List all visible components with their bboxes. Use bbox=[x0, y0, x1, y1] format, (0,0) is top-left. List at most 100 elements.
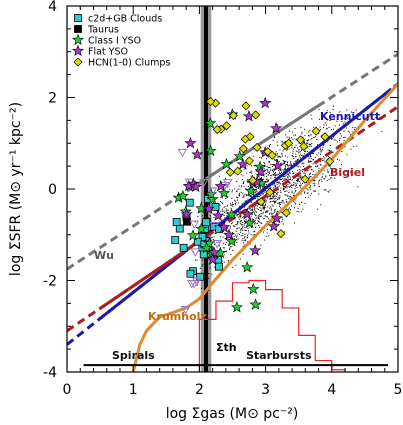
histogram-steps bbox=[198, 279, 346, 372]
galaxy-point bbox=[311, 169, 313, 170]
y-tick-label: 0 bbox=[48, 182, 57, 198]
galaxy-point bbox=[227, 227, 228, 229]
hcn-1-0-clumps-marker bbox=[244, 156, 254, 166]
class-i-yso-marker bbox=[176, 189, 189, 202]
galaxy-point bbox=[264, 207, 266, 209]
galaxy-point bbox=[294, 185, 296, 187]
galaxy-point bbox=[331, 138, 332, 140]
galaxy-point bbox=[291, 164, 292, 166]
galaxy-point bbox=[301, 163, 303, 165]
galaxy-point bbox=[310, 134, 312, 136]
galaxy-point bbox=[214, 233, 216, 234]
galaxy-point bbox=[284, 163, 285, 164]
galaxy-point bbox=[259, 178, 261, 180]
galaxy-point bbox=[273, 170, 275, 172]
galaxy-point bbox=[329, 120, 331, 121]
galaxy-point bbox=[213, 266, 215, 268]
galaxy-point bbox=[226, 205, 228, 207]
galaxy-point bbox=[284, 168, 286, 170]
galaxy-point bbox=[281, 171, 282, 173]
galaxy-point bbox=[278, 174, 280, 176]
galaxy-point bbox=[282, 200, 284, 202]
galaxy-point bbox=[316, 166, 318, 168]
legend-label: HCN(1-0) Clumps bbox=[88, 58, 170, 69]
galaxy-point bbox=[231, 204, 233, 206]
galaxy-point bbox=[339, 111, 341, 113]
galaxy-point bbox=[227, 261, 229, 263]
galaxy-point bbox=[241, 228, 243, 230]
galaxy-point bbox=[243, 196, 245, 198]
galaxy-point bbox=[312, 163, 314, 165]
galaxy-point bbox=[306, 147, 308, 149]
galaxy-point bbox=[272, 171, 274, 173]
flat-yso-marker bbox=[182, 179, 195, 192]
galaxy-point bbox=[252, 210, 254, 212]
galaxy-point bbox=[222, 236, 224, 238]
galaxy-point bbox=[313, 136, 315, 138]
galaxy-point bbox=[257, 195, 259, 197]
galaxy-point bbox=[304, 202, 306, 204]
relation-lines bbox=[67, 52, 398, 372]
galaxy-point bbox=[320, 153, 322, 155]
galaxy-point bbox=[233, 236, 235, 237]
galaxy-point bbox=[253, 211, 255, 213]
galaxy-point bbox=[257, 198, 259, 200]
galaxy-point bbox=[229, 249, 230, 250]
galaxy-point bbox=[299, 166, 301, 168]
galaxy-point bbox=[270, 177, 272, 179]
galaxy-point bbox=[329, 175, 331, 176]
flat-yso-marker bbox=[202, 202, 215, 215]
galaxy-point bbox=[320, 135, 322, 137]
y-tick-label: -2 bbox=[43, 274, 57, 290]
galaxy-point bbox=[244, 244, 245, 246]
galaxy-point bbox=[257, 203, 259, 204]
galaxy-point bbox=[299, 156, 301, 158]
galaxy-point bbox=[349, 131, 350, 133]
galaxy-point bbox=[310, 185, 312, 187]
galaxy-point bbox=[274, 160, 276, 162]
galaxy-point bbox=[294, 191, 296, 193]
galaxy-point bbox=[269, 212, 271, 214]
galaxy-point bbox=[240, 174, 242, 176]
galaxy-point bbox=[254, 192, 256, 194]
galaxy-point bbox=[301, 131, 303, 133]
galaxy-point bbox=[308, 161, 310, 163]
galaxy-point bbox=[295, 197, 297, 199]
galaxy-point bbox=[251, 170, 253, 172]
galaxy-point bbox=[221, 201, 223, 203]
galaxy-point bbox=[271, 201, 273, 202]
c2d-gb-clouds-marker bbox=[186, 269, 195, 278]
galaxy-point bbox=[272, 195, 274, 197]
galaxy-point bbox=[312, 174, 314, 175]
kennicutt-solid-line bbox=[99, 87, 393, 320]
galaxy-point bbox=[281, 141, 283, 143]
galaxy-point bbox=[304, 153, 306, 155]
galaxy-point bbox=[260, 222, 262, 224]
galaxy-point bbox=[302, 208, 304, 210]
galaxy-point bbox=[327, 169, 329, 171]
galaxy-point bbox=[296, 187, 298, 189]
open-triangle-marker bbox=[192, 277, 202, 287]
galaxy-point bbox=[223, 230, 225, 232]
galaxy-point bbox=[281, 140, 283, 142]
galaxy-point bbox=[295, 150, 297, 152]
galaxy-point bbox=[214, 244, 216, 245]
galaxy-point bbox=[303, 166, 304, 167]
galaxy-point bbox=[280, 156, 281, 158]
galaxy-point bbox=[344, 121, 346, 123]
galaxy-point bbox=[339, 139, 340, 141]
galaxy-point bbox=[226, 215, 228, 216]
galaxy-point bbox=[237, 227, 239, 229]
galaxy-point bbox=[341, 121, 343, 123]
galaxy-point bbox=[255, 227, 256, 229]
galaxy-point bbox=[289, 182, 291, 184]
galaxy-point bbox=[288, 175, 290, 177]
galaxy-point bbox=[206, 212, 208, 214]
galaxy-point bbox=[313, 159, 315, 161]
galaxy-point bbox=[312, 182, 314, 184]
galaxy-point bbox=[278, 198, 280, 200]
galaxy-point bbox=[299, 169, 301, 171]
galaxy-point bbox=[309, 173, 311, 175]
galaxy-point bbox=[307, 142, 309, 144]
galaxy-point bbox=[245, 239, 247, 241]
